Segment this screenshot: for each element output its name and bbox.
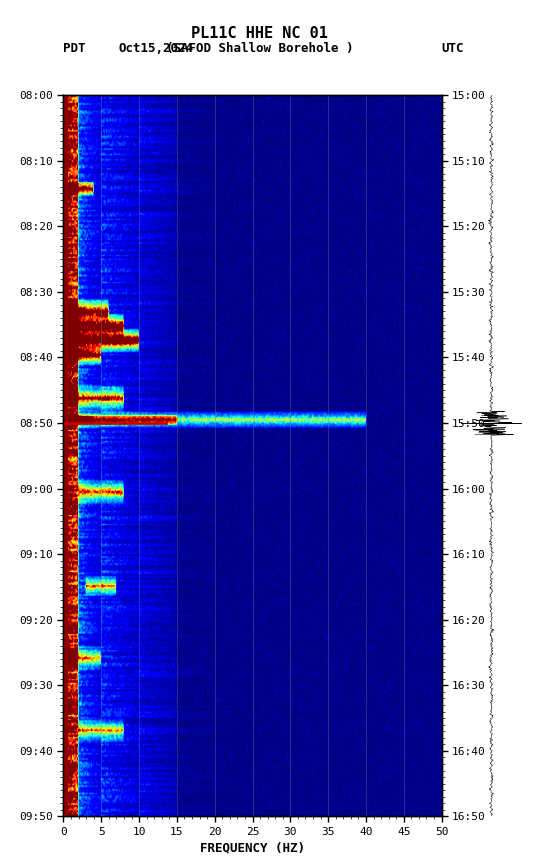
- Bar: [63, 95, 67, 816]
- Text: UTC: UTC: [442, 42, 464, 55]
- X-axis label: FREQUENCY (HZ): FREQUENCY (HZ): [200, 841, 305, 854]
- Text: PL11C HHE NC 01: PL11C HHE NC 01: [191, 26, 328, 41]
- Text: Oct15,2024: Oct15,2024: [119, 42, 194, 55]
- Text: (SAFOD Shallow Borehole ): (SAFOD Shallow Borehole ): [166, 42, 353, 55]
- Text: PDT: PDT: [63, 42, 86, 55]
